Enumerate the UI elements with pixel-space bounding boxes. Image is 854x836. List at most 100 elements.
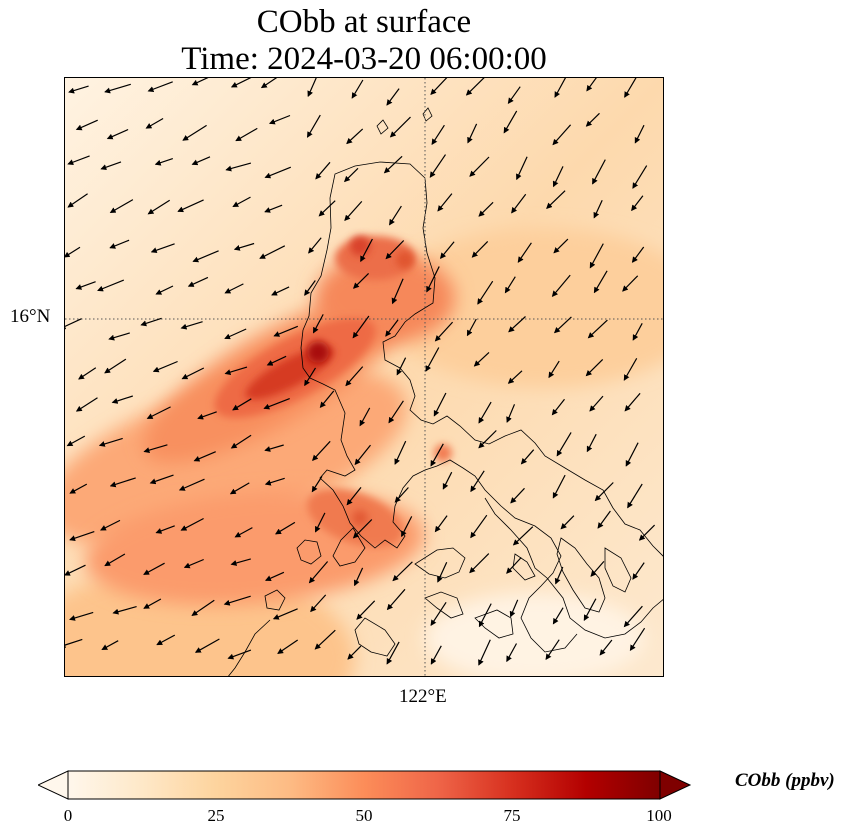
wind-vector-arrow (308, 237, 322, 254)
wind-vector-arrow (552, 166, 564, 188)
coastline-island-6 (424, 591, 464, 619)
coastline-island-3 (264, 589, 286, 611)
wind-vector-arrow (147, 199, 171, 215)
wind-vector-arrow (385, 319, 399, 337)
coastline-island-7 (474, 609, 514, 639)
wind-vector-arrow (359, 407, 371, 427)
wind-vector-arrow (183, 558, 204, 569)
wind-vector-arrow (230, 558, 251, 566)
wind-vector-arrow (197, 411, 217, 420)
wind-vector-arrow (155, 525, 175, 534)
coastline-island-9 (604, 547, 632, 593)
wind-vector-arrow (277, 639, 299, 654)
wind-vector-arrow (264, 571, 285, 582)
wind-vector-arrow (345, 366, 364, 387)
wind-vector-arrow (431, 124, 445, 146)
wind-vector-arrow (629, 627, 646, 652)
wind-vector-arrow (264, 444, 284, 452)
wind-vector-arrow (552, 124, 572, 146)
wind-vector-arrow (478, 430, 497, 449)
coastline-northern-luzon (302, 161, 663, 557)
wind-vector-arrow (145, 117, 164, 129)
wind-vector-arrow (233, 242, 255, 251)
wind-vector-arrow (111, 395, 133, 404)
wind-vector-arrow (223, 595, 251, 606)
wind-vector-arrow (437, 193, 453, 212)
wind-vector-arrow (69, 531, 95, 542)
wind-vector-arrow (430, 601, 447, 627)
wind-vector-arrow (383, 155, 403, 174)
wind-vector-arrow (554, 566, 564, 585)
wind-vector-arrow (592, 159, 606, 185)
wind-vector-arrow (264, 477, 285, 486)
wind-vector-arrow (143, 562, 165, 575)
wind-vector-arrow (552, 474, 566, 499)
wind-vector-arrow (351, 79, 364, 99)
wind-vector-arrow (433, 392, 447, 417)
wind-vector-arrow (97, 279, 125, 292)
coastline-batanes-1 (376, 119, 389, 135)
wind-vector-arrow (143, 598, 162, 609)
wind-vector-arrow (442, 471, 453, 490)
wind-vector-arrow (386, 641, 400, 665)
wind-vector-arrow (434, 515, 448, 533)
wind-vector-arrow (78, 367, 97, 380)
wind-vector-arrow (69, 483, 88, 494)
wind-vector-arrow (230, 434, 252, 449)
wind-vector-arrow (585, 358, 604, 377)
wind-vector-arrow (69, 611, 94, 621)
wind-vector-arrow (560, 515, 575, 530)
wind-vector-arrow (553, 238, 569, 254)
wind-vector-arrow (149, 474, 174, 485)
wind-vector-arrow (353, 567, 364, 587)
wind-vector-arrow (194, 638, 220, 653)
wind-vector-arrow (624, 78, 637, 98)
wind-vector-arrow (585, 112, 600, 127)
wind-vector-arrow (306, 114, 321, 138)
wind-vector-arrow (232, 196, 251, 208)
wind-vector-arrow (478, 603, 492, 628)
wind-vector-arrow (466, 318, 477, 337)
wind-vector-arrow (154, 158, 173, 166)
wind-vector-arrow (545, 639, 560, 661)
wind-vector-arrow (430, 443, 444, 467)
wind-vector-arrow (67, 155, 90, 166)
wind-vector-arrow (273, 325, 299, 337)
wind-vector-arrow (235, 127, 258, 142)
colorbar-tick-100: 100 (646, 806, 672, 825)
wind-vector-arrow (551, 398, 565, 416)
colorbar-extend-max (659, 770, 692, 800)
wind-vector-arrow (264, 204, 283, 213)
wind-vector-arrow (192, 250, 219, 263)
wind-vector-arrow (65, 246, 81, 258)
wind-vector-arrow (510, 487, 525, 504)
wind-vector-arrow (75, 397, 98, 412)
wind-vector-arrow (553, 316, 572, 334)
wind-vector-arrow (310, 594, 327, 613)
wind-vector-arrow (589, 243, 604, 269)
wind-vector-arrow (437, 561, 448, 583)
wind-vector-arrow (146, 406, 171, 419)
wind-vector-arrow (434, 321, 454, 342)
wind-vector-arrow (319, 390, 335, 408)
wind-vector-arrow (506, 557, 522, 574)
wind-vector-arrow (386, 588, 406, 611)
wind-vector-arrow (430, 645, 442, 665)
coastline-island-8 (556, 537, 606, 613)
wind-vector-layer (65, 78, 656, 666)
wind-vector-arrow (314, 512, 326, 533)
wind-vector-arrow (389, 116, 411, 138)
wind-vector-arrow (394, 487, 409, 503)
wind-vector-arrow (507, 370, 523, 384)
wind-vector-arrow (150, 243, 175, 254)
colorbar (38, 770, 692, 800)
wind-vector-arrow (65, 318, 82, 330)
wind-vector-arrow (352, 519, 373, 539)
wind-vector-arrow (224, 283, 244, 294)
wind-vector-arrow (386, 88, 400, 106)
wind-vector-arrow (346, 128, 364, 145)
wind-vector-arrow (75, 281, 96, 290)
wind-vector-arrow (593, 200, 603, 219)
wind-vector-arrow (511, 193, 527, 214)
map-timestamp: Time: 2024-03-20 06:00:00 (181, 41, 547, 77)
